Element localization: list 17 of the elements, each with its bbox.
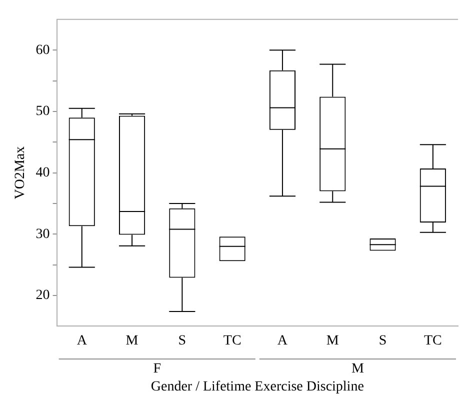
text: F xyxy=(153,362,162,377)
x-tick-label: M xyxy=(326,333,340,348)
y-axis-title: VO2Max xyxy=(13,146,28,200)
x-tick-label: TC xyxy=(424,333,442,348)
y-tick-label: 30 xyxy=(36,226,50,242)
x-tick-label: S xyxy=(178,333,186,348)
y-tick-label: 50 xyxy=(36,104,50,120)
y-tick-label: 60 xyxy=(36,42,50,58)
x-tick-label: M xyxy=(126,333,139,348)
x-tick-label: A xyxy=(277,333,288,348)
y-tick-label: 40 xyxy=(36,165,50,180)
x-axis-title: Gender / Lifetime Exercise Discipline xyxy=(150,380,364,395)
x-tick-label: S xyxy=(378,333,387,348)
x-tick-label: A xyxy=(76,333,88,348)
text: M xyxy=(351,362,364,377)
x-tick-label: TC xyxy=(223,333,242,348)
y-tick-label: 20 xyxy=(36,288,50,304)
